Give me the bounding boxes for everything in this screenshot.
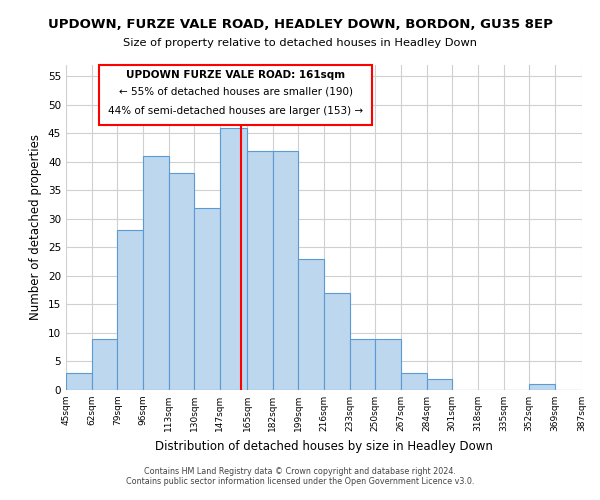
Y-axis label: Number of detached properties: Number of detached properties <box>29 134 43 320</box>
Text: Contains public sector information licensed under the Open Government Licence v3: Contains public sector information licen… <box>126 477 474 486</box>
Bar <box>143 156 169 390</box>
Bar <box>273 150 298 390</box>
Bar <box>375 338 401 390</box>
Bar <box>324 293 350 390</box>
Bar <box>529 384 555 390</box>
FancyBboxPatch shape <box>99 65 372 125</box>
Bar <box>220 128 247 390</box>
Text: 44% of semi-detached houses are larger (153) →: 44% of semi-detached houses are larger (… <box>108 106 363 116</box>
Bar <box>169 174 194 390</box>
Bar <box>117 230 143 390</box>
Bar <box>92 338 117 390</box>
Bar <box>427 378 452 390</box>
Bar <box>247 150 273 390</box>
Text: UPDOWN, FURZE VALE ROAD, HEADLEY DOWN, BORDON, GU35 8EP: UPDOWN, FURZE VALE ROAD, HEADLEY DOWN, B… <box>47 18 553 30</box>
Bar <box>350 338 375 390</box>
Text: ← 55% of detached houses are smaller (190): ← 55% of detached houses are smaller (19… <box>119 87 353 97</box>
Bar <box>194 208 220 390</box>
Text: Size of property relative to detached houses in Headley Down: Size of property relative to detached ho… <box>123 38 477 48</box>
X-axis label: Distribution of detached houses by size in Headley Down: Distribution of detached houses by size … <box>155 440 493 452</box>
Text: Contains HM Land Registry data © Crown copyright and database right 2024.: Contains HM Land Registry data © Crown c… <box>144 467 456 476</box>
Bar <box>298 259 324 390</box>
Text: UPDOWN FURZE VALE ROAD: 161sqm: UPDOWN FURZE VALE ROAD: 161sqm <box>126 70 345 80</box>
Bar <box>66 373 92 390</box>
Bar <box>401 373 427 390</box>
